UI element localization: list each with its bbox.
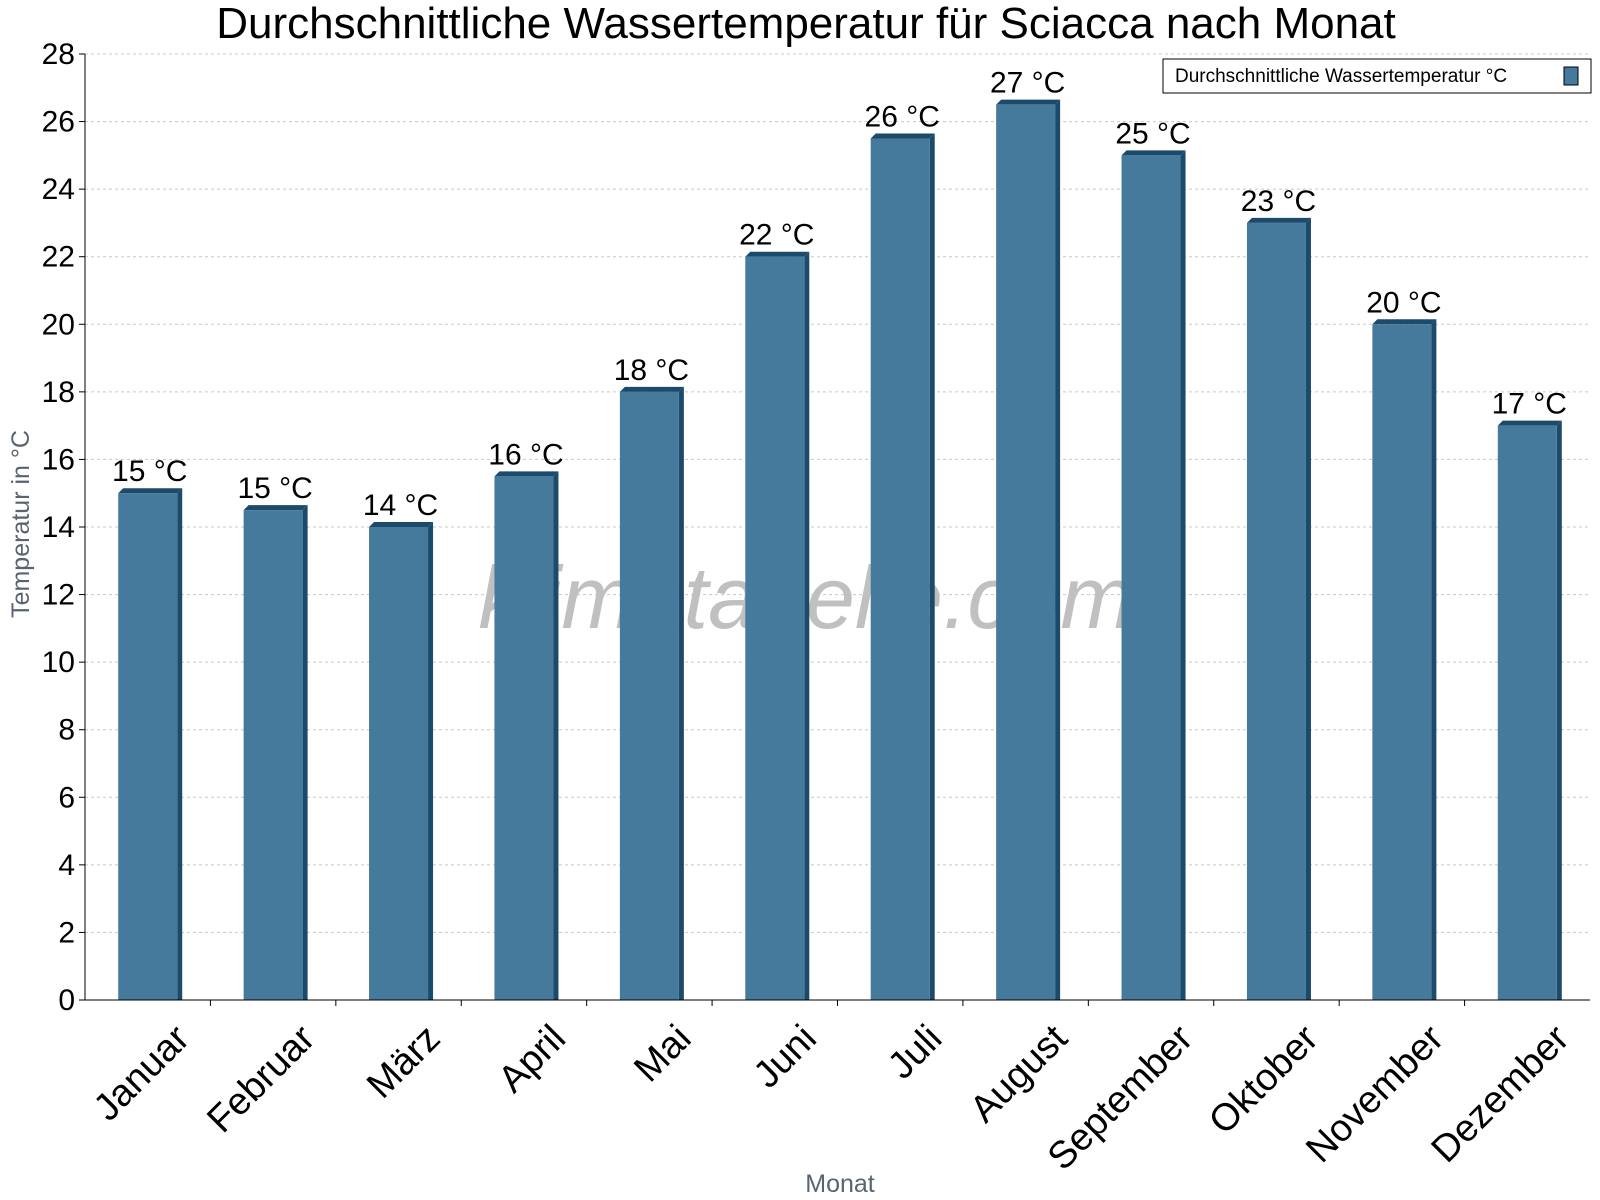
bar-side <box>804 251 810 1000</box>
data-label: 25 °C <box>1115 117 1190 150</box>
y-tick-label: 12 <box>42 579 75 612</box>
bar-august[interactable] <box>996 99 1061 1000</box>
bar-november[interactable] <box>1372 319 1437 1000</box>
bar-top <box>1372 319 1437 325</box>
bar-top <box>369 522 434 527</box>
bar-side <box>1180 150 1186 1000</box>
bar-front <box>369 527 429 1000</box>
bar-oktober[interactable] <box>1246 217 1311 1000</box>
bar-front <box>1121 155 1181 1000</box>
bar-side <box>929 133 935 1000</box>
bar-top <box>619 386 684 392</box>
bar-januar[interactable] <box>118 488 183 1000</box>
bar-juni[interactable] <box>745 251 810 1000</box>
bars <box>118 99 1562 1001</box>
bar-februar[interactable] <box>243 505 308 1000</box>
y-tick-label: 10 <box>42 646 75 679</box>
data-labels: 15 °C 15 °C 14 °C 16 °C 18 °C 22 °C 26 °C 27 °C… <box>112 67 1567 522</box>
bar-front <box>619 391 679 1000</box>
bar-side <box>1556 420 1562 1001</box>
x-tick-label: Januar <box>86 1017 198 1129</box>
legend-swatch <box>1563 66 1579 86</box>
x-tick-label: Oktober <box>1201 1017 1327 1143</box>
bar-top <box>494 471 559 477</box>
y-tick-label: 28 <box>42 38 75 71</box>
x-tick-label: Juni <box>746 1017 825 1096</box>
legend[interactable]: Durchschnittliche Wassertemperatur °C <box>1162 58 1592 94</box>
bar-front <box>243 510 303 1000</box>
y-tick-label: 4 <box>58 849 75 882</box>
bar-front <box>1497 425 1557 1001</box>
data-label: 15 °C <box>112 455 187 488</box>
bar-front <box>996 104 1056 1000</box>
bar-juli[interactable] <box>870 133 935 1000</box>
bar-side <box>1305 217 1311 1000</box>
legend-box <box>1162 58 1592 94</box>
bar-side <box>678 386 684 1000</box>
x-tick-label: August <box>962 1017 1076 1131</box>
data-label: 22 °C <box>739 219 814 252</box>
x-tick-label: Februar <box>199 1017 323 1141</box>
bar-front <box>494 476 554 1001</box>
bar-mai[interactable] <box>619 386 684 1000</box>
bar-top <box>996 99 1061 105</box>
bar-top <box>745 251 810 257</box>
bar-top <box>870 133 935 139</box>
gridlines <box>85 53 1590 933</box>
bar-märz[interactable] <box>369 522 434 1000</box>
y-tick-label: 8 <box>58 714 75 747</box>
y-tick-label: 16 <box>42 443 75 476</box>
bar-side <box>177 488 183 1000</box>
x-tick-label: April <box>491 1017 574 1100</box>
bar-front <box>1246 222 1306 1000</box>
y-tick-label: 22 <box>42 241 75 274</box>
data-label: 27 °C <box>990 67 1065 100</box>
y-tick-label: 14 <box>42 511 75 544</box>
y-tick-label: 20 <box>42 308 75 341</box>
bar-side <box>1055 99 1061 1000</box>
data-label: 18 °C <box>614 354 689 387</box>
data-label: 14 °C <box>363 489 438 522</box>
y-tick-label: 18 <box>42 376 75 409</box>
bar-front <box>118 493 178 1000</box>
y-tick-label: 24 <box>42 173 75 206</box>
bar-side <box>302 505 308 1000</box>
x-tick-label: Dezember <box>1424 1017 1578 1171</box>
y-tick-label: 0 <box>58 984 75 1017</box>
bar-september[interactable] <box>1121 150 1186 1000</box>
bar-top <box>1121 150 1186 156</box>
bar-front <box>745 256 805 1000</box>
bar-top <box>243 505 308 511</box>
y-tick-label: 6 <box>58 781 75 814</box>
bar-april[interactable] <box>494 471 559 1001</box>
bar-front <box>870 138 930 1000</box>
x-axis-title: Monat <box>805 1170 875 1198</box>
x-tick-label: Mai <box>626 1017 699 1090</box>
data-label: 16 °C <box>488 438 563 471</box>
data-label: 26 °C <box>865 100 940 133</box>
y-axis-title: Temperatur in °C <box>7 430 35 618</box>
data-label: 15 °C <box>237 472 312 505</box>
data-label: 20 °C <box>1366 286 1441 319</box>
y-tick-label: 2 <box>58 916 75 949</box>
bar-side <box>1431 319 1437 1000</box>
bar-front <box>1372 324 1432 1000</box>
bar-top <box>1246 217 1311 223</box>
bar-side <box>428 522 434 1000</box>
data-label: 23 °C <box>1241 185 1316 218</box>
bar-top <box>118 488 183 494</box>
bar-dezember[interactable] <box>1497 420 1562 1001</box>
bar-top <box>1497 420 1562 426</box>
bar-side <box>553 471 559 1001</box>
y-tick-label: 26 <box>42 106 75 139</box>
x-tick-label: März <box>359 1017 448 1106</box>
chart-title: Durchschnittliche Wassertemperatur für S… <box>216 0 1396 48</box>
legend-series-label: Durchschnittliche Wassertemperatur °C <box>1175 66 1507 87</box>
data-label: 17 °C <box>1492 388 1567 421</box>
x-tick-label: Juli <box>880 1017 950 1087</box>
